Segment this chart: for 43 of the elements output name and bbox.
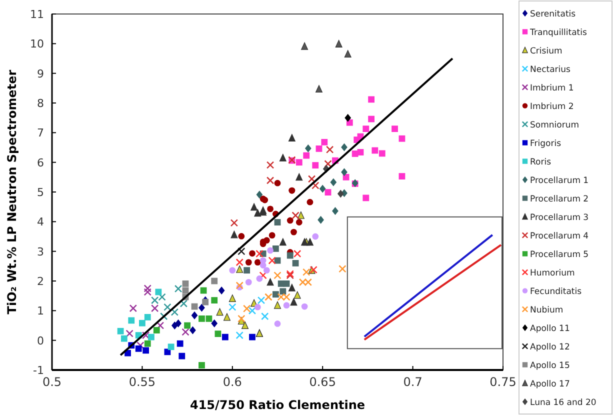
x-axis-title: 415/750 Ratio Clementine xyxy=(190,398,366,412)
x-tick-label: 0.6 xyxy=(222,375,242,389)
x-tick-label: 0.7 xyxy=(403,375,422,389)
legend-label: Crisium xyxy=(530,46,562,56)
y-tick-label: 7 xyxy=(37,126,44,140)
y-tick-label: 9 xyxy=(37,67,44,80)
legend-label: Apollo 11 xyxy=(530,324,570,334)
y-tick-label: 5 xyxy=(37,186,44,199)
legend-label: Frigoris xyxy=(530,138,562,149)
legend-label: Nubium xyxy=(530,305,564,316)
y-tick-label: 0 xyxy=(37,334,44,348)
legend-label: Apollo 17 xyxy=(530,379,570,390)
x-tick-label: 0.75 xyxy=(490,375,516,389)
legend-label: Imbrium 1 xyxy=(530,83,574,94)
y-tick-label: 11 xyxy=(30,8,44,21)
y-tick-label: -1 xyxy=(33,364,44,377)
legend-label: Procellarum 1 xyxy=(530,176,589,186)
legend-label: Procellarum 5 xyxy=(530,250,589,260)
legend-label: Somniorum xyxy=(530,120,579,130)
y-tick-label: 8 xyxy=(37,97,44,110)
y-tick-label: 4 xyxy=(37,216,44,229)
legend-label: Imbrium 2 xyxy=(530,102,574,112)
y-tick-label: 2 xyxy=(37,275,44,288)
y-tick-label: 1 xyxy=(37,304,44,318)
legend-label: Procellarum 2 xyxy=(530,194,589,204)
y-tick-label: 10 xyxy=(30,38,44,51)
legend-label: Nectarius xyxy=(530,64,572,75)
legend-label: Luna 16 and 20 xyxy=(530,398,596,408)
legend-label: Apollo 15 xyxy=(530,360,570,371)
legend-label: Serenitatis xyxy=(530,9,576,20)
y-tick-label: 6 xyxy=(37,156,44,170)
legend-label: Roris xyxy=(530,157,552,168)
x-tick-label: 0.65 xyxy=(309,375,336,389)
x-tick-label: 0.5 xyxy=(42,375,62,389)
legend-label: Procellarum 3 xyxy=(530,212,589,223)
legend-label: Tranquillitatis xyxy=(529,28,588,38)
legend-label: Fecunditatis xyxy=(530,286,582,297)
legend-label: Humorium xyxy=(530,268,575,278)
legend-label: Procellarum 4 xyxy=(530,231,589,242)
legend-label: Apollo 12 xyxy=(530,342,570,352)
x-tick-label: 0.55 xyxy=(128,375,156,389)
y-tick-label: 3 xyxy=(37,245,44,258)
y-axis-title: TiO₂ Wt.% LP Neutron Spectrometer xyxy=(5,70,19,314)
